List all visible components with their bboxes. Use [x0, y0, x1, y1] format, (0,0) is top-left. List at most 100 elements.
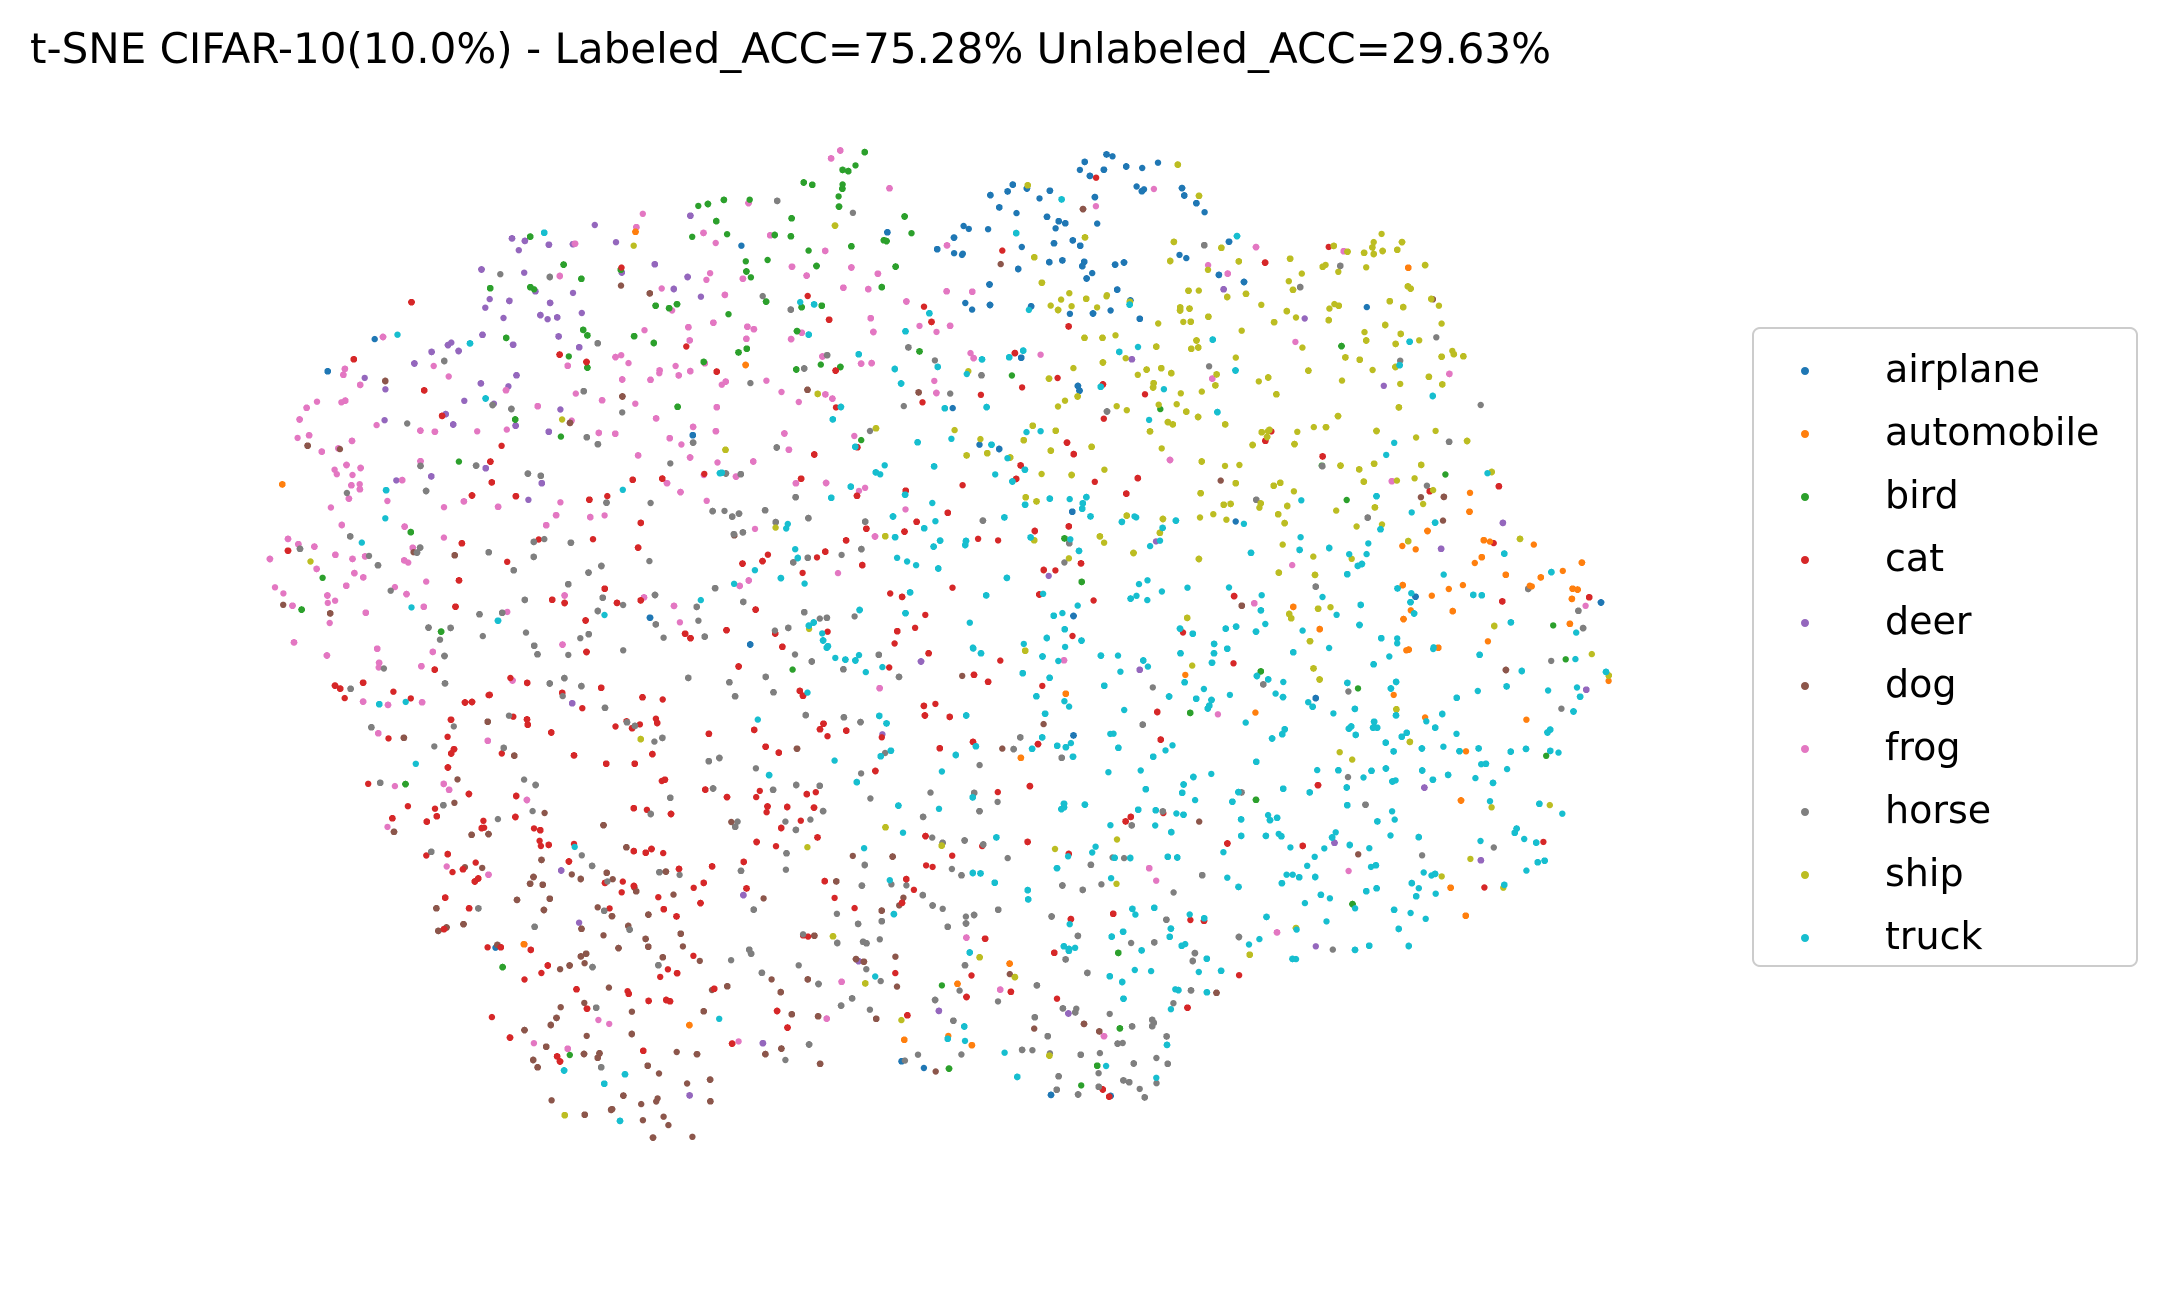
point-frog: [341, 365, 349, 373]
point-airplane: [968, 306, 976, 313]
point-dog: [878, 907, 885, 914]
point-frog: [675, 372, 682, 379]
point-airplane: [1597, 599, 1605, 606]
point-frog: [359, 698, 367, 705]
point-frog: [504, 608, 511, 616]
point-frog: [384, 497, 391, 505]
point-deer: [1136, 666, 1143, 673]
point-cat: [1187, 916, 1194, 924]
point-bird: [848, 243, 855, 250]
point-airplane: [1123, 163, 1130, 170]
point-frog: [763, 377, 770, 384]
point-frog: [284, 535, 292, 543]
point-frog: [902, 506, 909, 513]
point-frog: [401, 523, 408, 530]
point-airplane: [1181, 192, 1188, 199]
point-bird: [743, 345, 750, 352]
point-frog: [795, 398, 802, 406]
point-frog: [625, 359, 632, 367]
point-dog: [568, 871, 575, 878]
point-cat: [892, 969, 899, 977]
point-airplane: [1069, 508, 1076, 515]
point-cat: [660, 849, 667, 857]
point-frog: [379, 333, 387, 341]
point-cat: [579, 705, 586, 712]
point-frog: [745, 577, 752, 584]
point-cat: [1092, 174, 1100, 181]
point-bird: [743, 268, 750, 275]
point-deer: [428, 348, 435, 356]
point-cat: [612, 723, 619, 730]
point-bird: [852, 162, 859, 169]
point-deer: [525, 496, 532, 503]
point-frog: [827, 155, 835, 162]
point-frog: [595, 1016, 602, 1024]
point-dog: [638, 1100, 645, 1108]
point-cat: [1230, 660, 1237, 667]
point-dog: [538, 856, 545, 864]
point-deer: [545, 241, 553, 248]
point-deer: [684, 273, 691, 281]
point-deer: [450, 421, 457, 428]
point-airplane: [1059, 257, 1066, 264]
point-cat: [886, 664, 893, 671]
point-frog: [714, 459, 721, 466]
point-cat: [484, 944, 491, 951]
point-bird: [878, 283, 885, 291]
point-bird: [527, 284, 534, 291]
point-frog: [556, 272, 563, 280]
point-frog: [686, 454, 694, 461]
point-dog: [852, 955, 860, 963]
point-frog: [1273, 929, 1281, 936]
point-airplane: [1062, 220, 1069, 227]
point-bird: [695, 202, 702, 210]
point-dog: [620, 1092, 627, 1099]
point-cat: [851, 904, 858, 912]
point-cat: [498, 750, 505, 757]
point-deer: [558, 867, 565, 874]
series-airplane: [324, 151, 1605, 1100]
point-frog: [632, 400, 639, 407]
point-frog: [401, 557, 408, 564]
point-dog: [645, 911, 652, 918]
point-cat: [772, 843, 780, 850]
point-deer: [687, 212, 694, 219]
point-bird: [747, 274, 755, 281]
point-dog: [468, 831, 475, 838]
point-frog: [303, 404, 310, 411]
point-dog: [577, 953, 585, 960]
point-bird: [839, 166, 846, 174]
point-dog: [644, 1062, 651, 1069]
point-cat: [813, 554, 821, 561]
point-dog: [1031, 1025, 1038, 1032]
point-cat: [431, 805, 439, 812]
point-airplane: [986, 301, 994, 309]
point-deer: [428, 473, 435, 480]
point-cat: [1018, 384, 1026, 391]
point-dog: [336, 445, 344, 453]
point-frog: [997, 986, 1004, 993]
point-dog: [1196, 818, 1203, 825]
point-frog: [871, 533, 879, 540]
point-airplane: [1114, 286, 1121, 293]
point-frog: [356, 481, 363, 488]
point-frog: [323, 652, 331, 659]
point-cat: [812, 789, 819, 796]
chart-title: t-SNE CIFAR-10(10.0%) - Labeled_ACC=75.2…: [30, 24, 1552, 73]
point-frog: [712, 428, 720, 435]
point-cat: [536, 837, 543, 844]
point-frog: [876, 685, 883, 692]
point-frog: [362, 609, 369, 616]
point-cat: [1052, 567, 1059, 574]
point-frog: [296, 416, 303, 423]
point-dog: [553, 1014, 560, 1022]
point-dog: [580, 1050, 588, 1058]
point-airplane: [1094, 220, 1101, 227]
point-bird: [713, 217, 720, 225]
point-frog: [384, 823, 391, 831]
point-deer: [521, 237, 529, 245]
point-cat: [589, 536, 597, 543]
point-airplane: [1089, 269, 1096, 277]
point-frog: [360, 574, 367, 581]
point-airplane: [1086, 172, 1094, 180]
